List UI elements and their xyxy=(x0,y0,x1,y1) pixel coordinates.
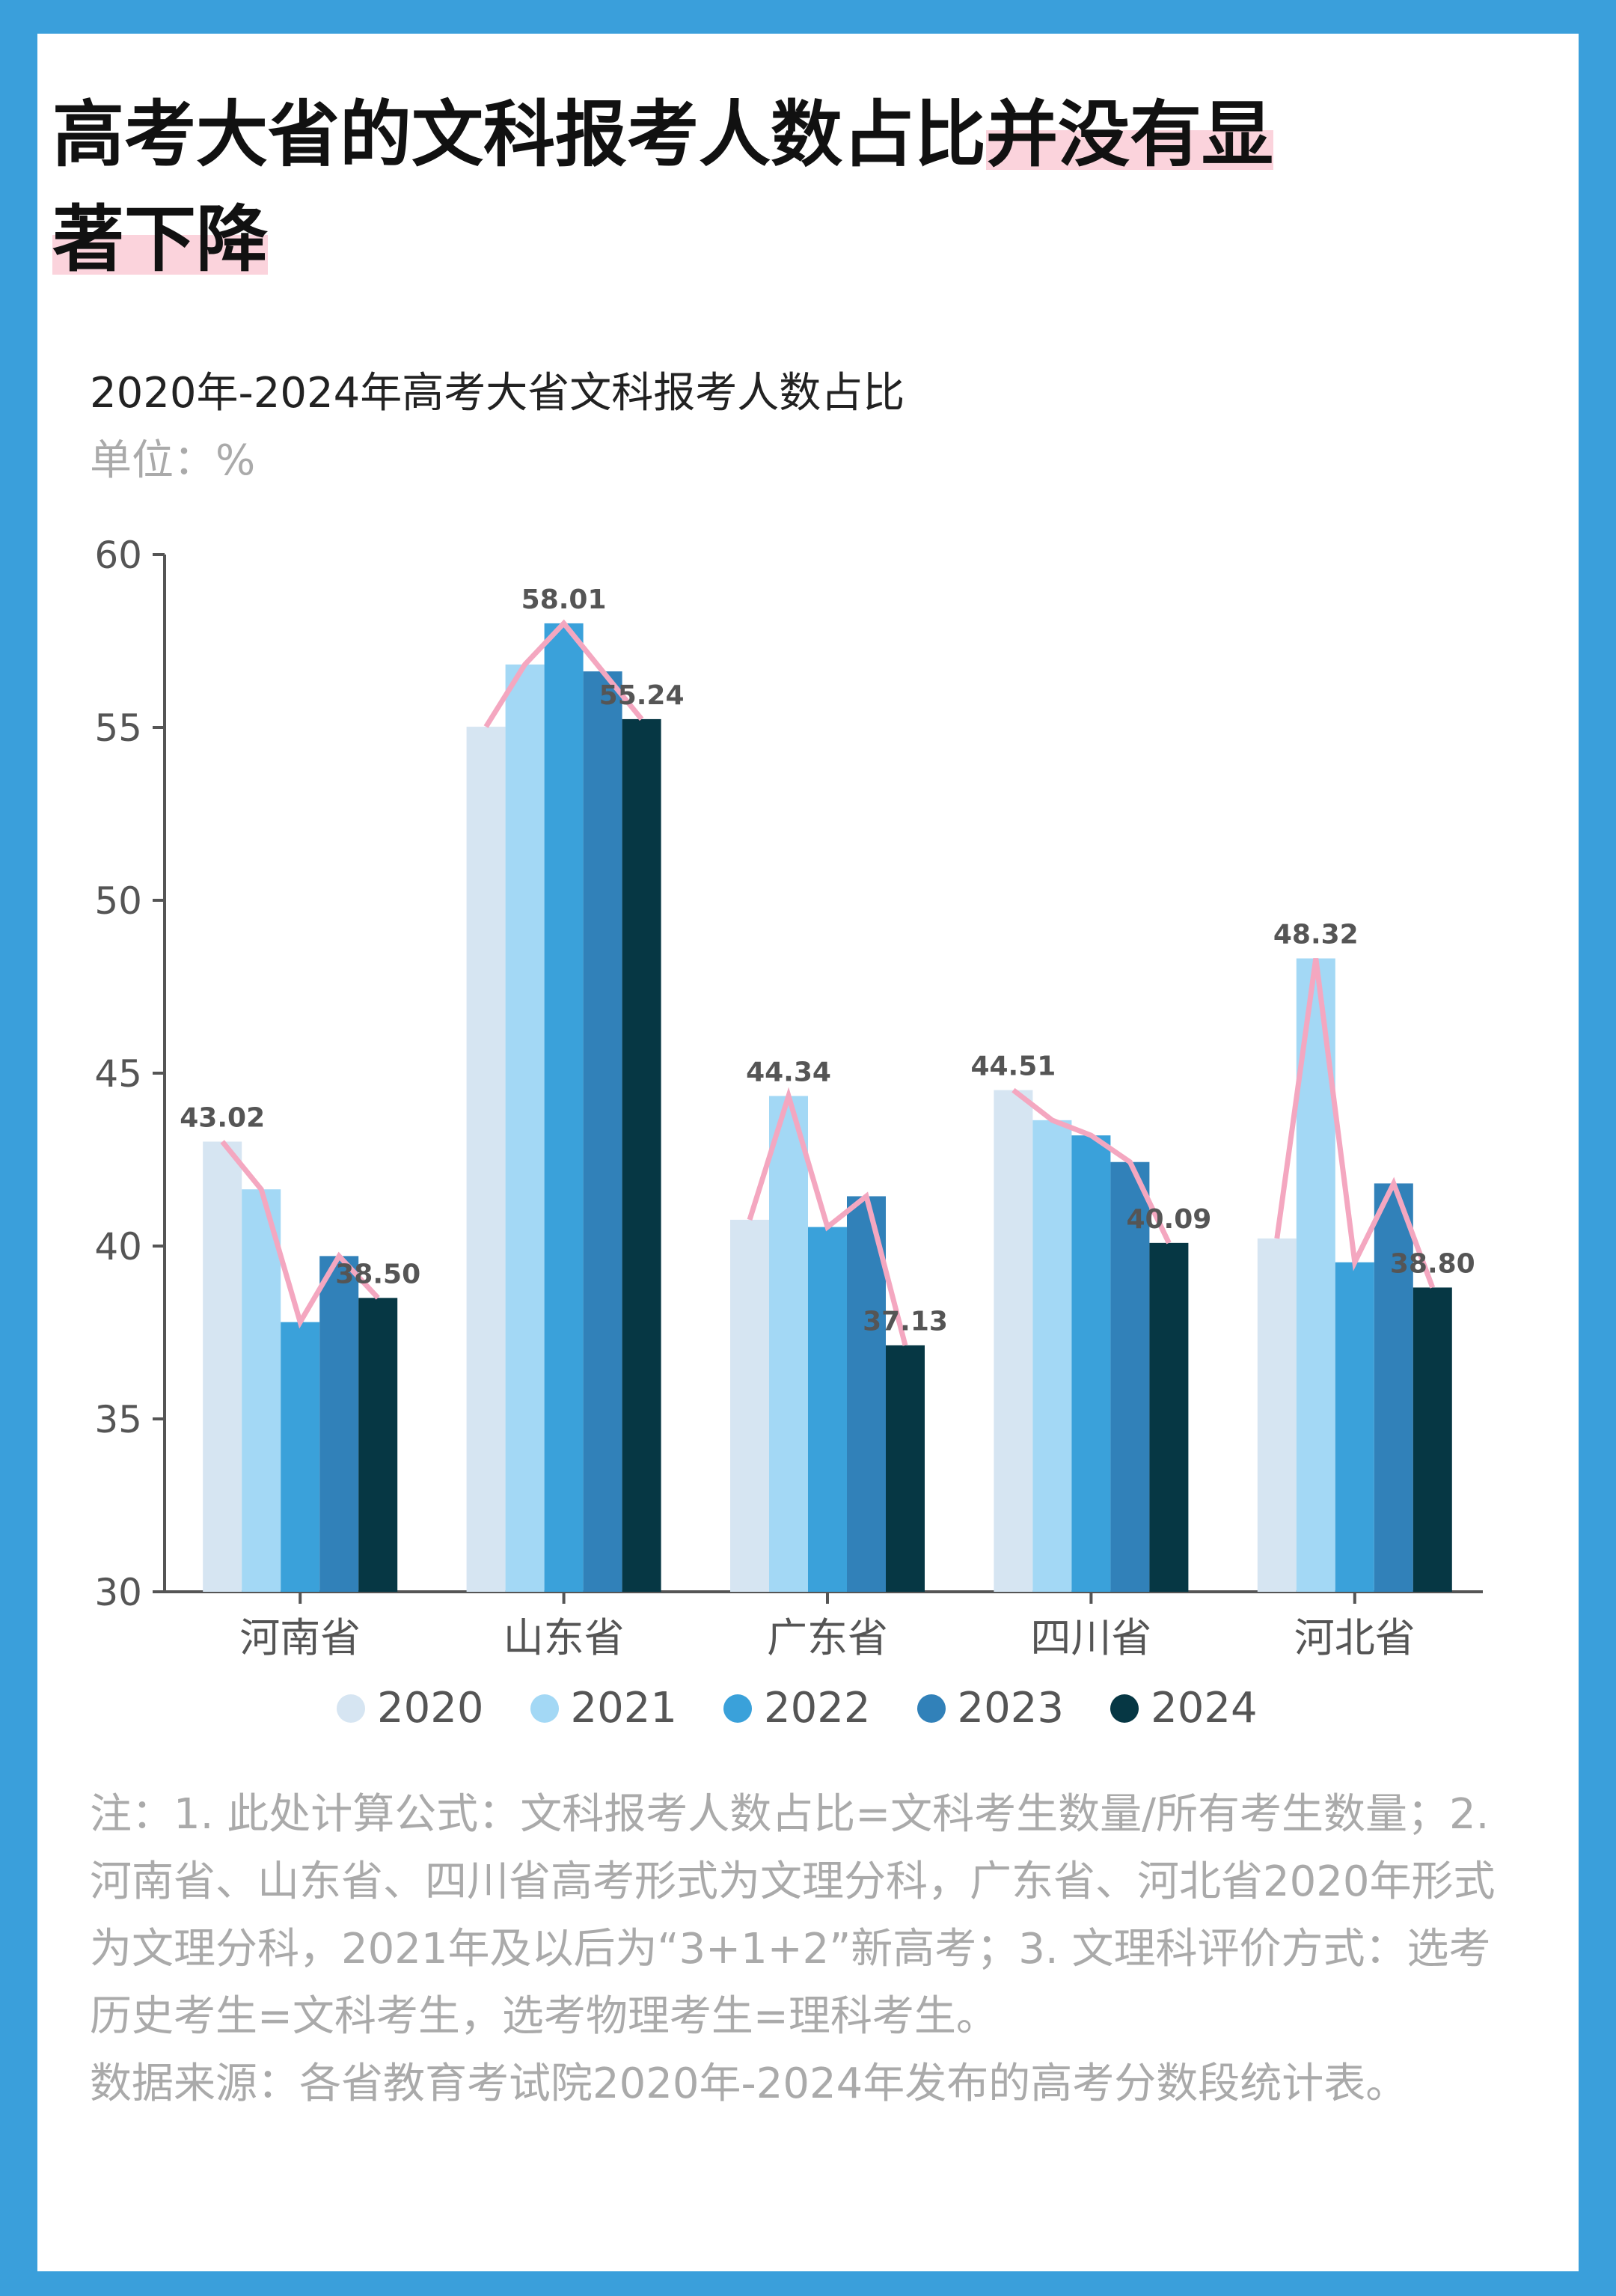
y-tick-label: 45 xyxy=(94,1052,142,1096)
legend-swatch xyxy=(530,1694,559,1723)
category-label: 四川省 xyxy=(1030,1614,1151,1661)
headline-part1: 高考大省的文科报考人数占比 xyxy=(52,92,986,177)
legend: 2020 2021 2022 2023 2024 xyxy=(337,1684,1258,1732)
bar-2023 xyxy=(319,1256,359,1592)
footnote: 注：1. 此处计算公式：文科报考人数占比=文科考生数量/所有考生数量；2. 河南… xyxy=(90,1790,1496,2041)
legend-label: 2020 xyxy=(377,1684,484,1732)
data-label: 40.09 xyxy=(1126,1204,1211,1235)
legend-swatch xyxy=(1110,1694,1139,1723)
legend-label: 2023 xyxy=(957,1684,1065,1732)
bar-2020 xyxy=(203,1141,242,1592)
bar-2022 xyxy=(808,1227,847,1592)
bar-2022 xyxy=(281,1322,320,1592)
headline: 高考大省的文科报考人数占比并没有显著下降 xyxy=(52,82,1519,292)
bar-2024 xyxy=(622,718,661,1592)
category-label: 山东省 xyxy=(504,1614,625,1661)
headline-highlight-2: 著下降 xyxy=(52,197,268,281)
bar-chart: 30 35 40 45 50 55 60 河南省 山东省 广东省 四川省 河北省 43.02 38.50 5… xyxy=(94,534,1483,1661)
trend-line xyxy=(1274,958,1436,1289)
y-tick-label: 50 xyxy=(94,879,142,923)
bar-2024 xyxy=(1413,1287,1452,1592)
bar-2022 xyxy=(544,623,584,1592)
bar-2024 xyxy=(886,1345,925,1592)
data-label: 43.02 xyxy=(180,1102,265,1133)
y-tick-label: 30 xyxy=(94,1571,142,1614)
legend-item-2023: 2023 xyxy=(916,1684,1065,1732)
bar-2024 xyxy=(1149,1242,1189,1592)
data-label: 58.01 xyxy=(521,584,607,615)
unit-label: 单位：% xyxy=(90,436,256,485)
bar-2021 xyxy=(769,1096,808,1592)
data-source: 数据来源：各省教育考试院2020年-2024年发布的高考分数段统计表。 xyxy=(90,2060,1408,2108)
legend-swatch xyxy=(723,1694,753,1723)
data-label: 38.80 xyxy=(1390,1248,1475,1279)
chart-title: 2020年-2024年高考大省文科报考人数占比 xyxy=(90,369,905,418)
trend-line xyxy=(483,619,644,728)
bar-2020 xyxy=(994,1090,1033,1592)
data-label: 55.24 xyxy=(599,680,685,711)
bar-2021 xyxy=(505,664,545,1592)
trend-line xyxy=(747,1087,908,1346)
legend-swatch xyxy=(916,1694,946,1723)
notes: 注：1. 此处计算公式：文科报考人数占比=文科考生数量/所有考生数量；2. 河南… xyxy=(90,1781,1511,2118)
trend-line xyxy=(1011,1087,1172,1245)
category-label: 河南省 xyxy=(239,1614,361,1661)
y-tick-label: 60 xyxy=(94,534,142,577)
bar-2020 xyxy=(1257,1238,1297,1592)
data-label: 44.34 xyxy=(746,1057,831,1087)
bar-2023 xyxy=(583,671,622,1592)
legend-item-2021: 2021 xyxy=(530,1684,678,1732)
data-label: 44.51 xyxy=(970,1051,1056,1082)
bar-2023 xyxy=(1374,1183,1413,1592)
bar-2021 xyxy=(242,1189,281,1592)
bar-2021 xyxy=(1032,1120,1072,1592)
legend-swatch xyxy=(337,1694,365,1723)
legend-label: 2024 xyxy=(1151,1684,1258,1732)
category-label: 河北省 xyxy=(1294,1614,1415,1661)
bar-2022 xyxy=(1071,1135,1111,1592)
legend-label: 2021 xyxy=(570,1684,678,1732)
bar-2023 xyxy=(847,1196,886,1592)
trend-line xyxy=(220,1140,380,1329)
y-tick-label: 35 xyxy=(94,1398,142,1441)
category-label: 广东省 xyxy=(767,1614,888,1661)
bar-2024 xyxy=(358,1298,398,1592)
y-tick-label: 40 xyxy=(94,1225,142,1268)
legend-label: 2022 xyxy=(764,1684,871,1732)
headline-highlight-1: 并没有显 xyxy=(986,92,1273,177)
bar-2020 xyxy=(466,727,506,1593)
data-label: 37.13 xyxy=(863,1307,948,1337)
legend-item-2020: 2020 xyxy=(337,1684,484,1732)
legend-item-2022: 2022 xyxy=(723,1684,871,1732)
bar-2022 xyxy=(1335,1262,1374,1592)
legend-item-2024: 2024 xyxy=(1110,1684,1258,1732)
data-label: 48.32 xyxy=(1273,920,1359,950)
y-tick-label: 55 xyxy=(94,706,142,750)
bar-2020 xyxy=(730,1219,769,1592)
bar-2023 xyxy=(1110,1161,1150,1592)
data-label: 38.50 xyxy=(335,1259,420,1289)
